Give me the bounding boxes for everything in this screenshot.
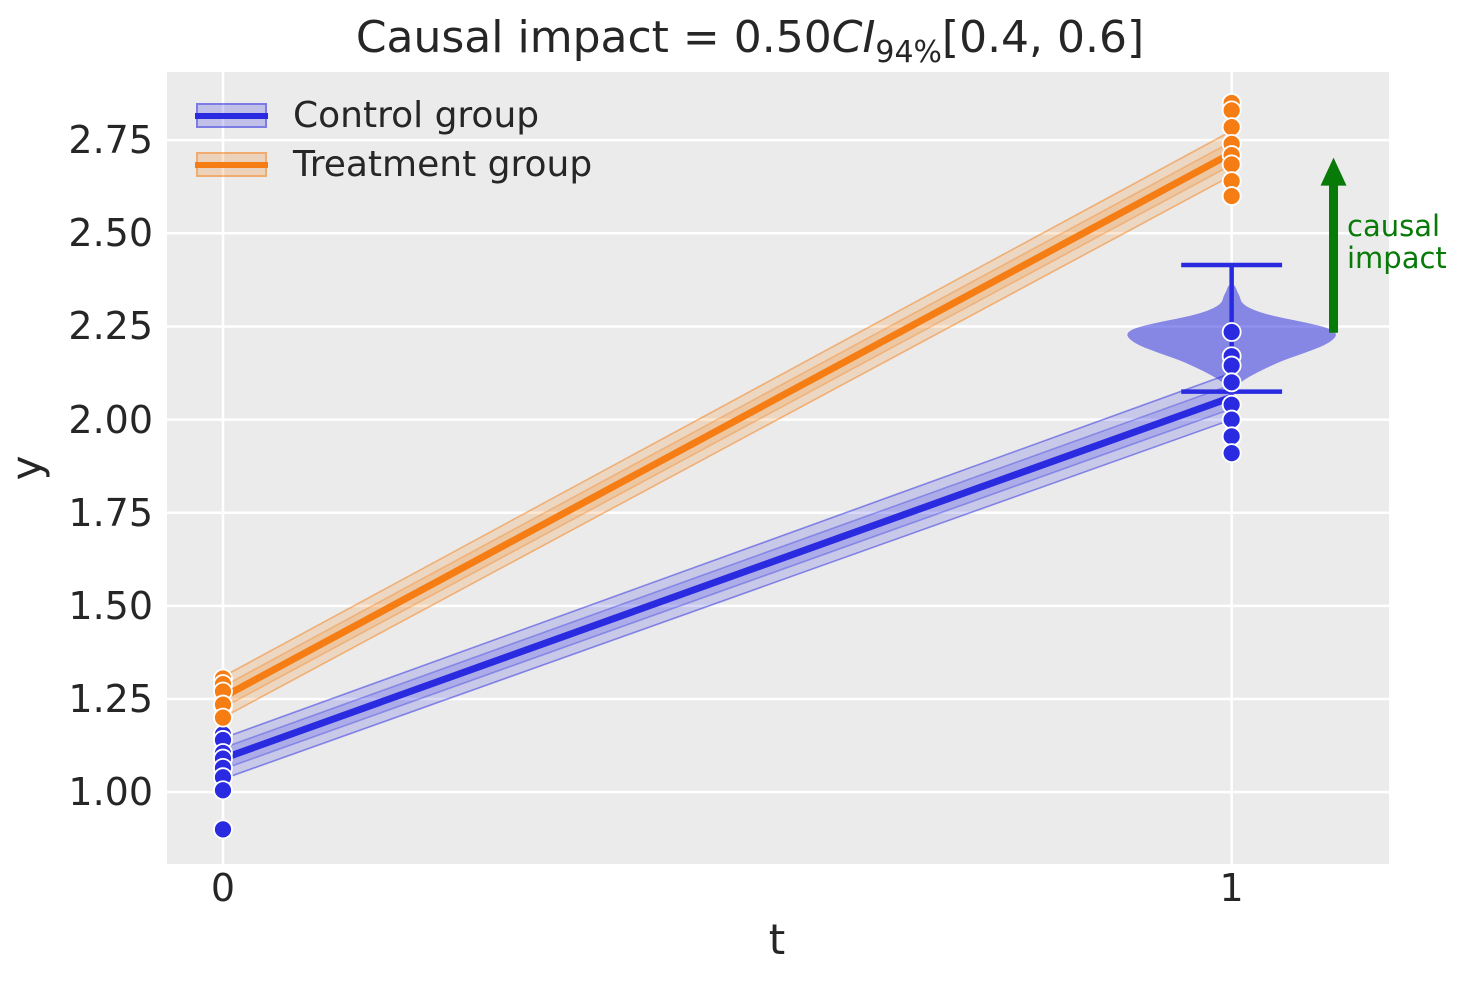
treatment-group-line-swatch xyxy=(195,161,268,168)
legend-label-control-group: Control group xyxy=(293,95,540,136)
data-point xyxy=(1221,322,1242,342)
treatment-group-band-swatch xyxy=(195,152,268,177)
y-tick-label: 2.75 xyxy=(68,118,153,163)
data-point xyxy=(1221,372,1242,393)
x-tick-label: 0 xyxy=(210,866,236,910)
chart-title: Causal impact = 0.50CI94%[0.4, 0.6] xyxy=(0,12,1463,70)
control-group-mean-line xyxy=(219,393,1236,763)
control-t1-scatter-points xyxy=(1221,322,1242,463)
plot-background xyxy=(167,72,1389,864)
title-prefix: Causal impact = 0.50 xyxy=(355,12,832,63)
annotation-line-2: impact xyxy=(1347,241,1447,275)
y-axis-label: y xyxy=(1,455,51,481)
data-point xyxy=(1221,186,1242,206)
treatment-t0-scatter-points xyxy=(213,668,233,728)
data-point xyxy=(1221,154,1242,175)
y-tick-label: 1.25 xyxy=(68,676,153,721)
y-tick-label: 1.75 xyxy=(68,490,153,535)
y-tick-label: 2.00 xyxy=(68,397,153,442)
x-axis-label: t xyxy=(768,915,786,964)
causal-impact-arrow xyxy=(1320,157,1347,333)
data-point xyxy=(1221,443,1242,463)
treatment-t1-scatter-points xyxy=(1221,93,1242,206)
data-point xyxy=(1221,355,1242,376)
legend-item-treatment-group: Treatment group xyxy=(195,144,592,185)
title-ci-term: CI xyxy=(831,12,876,63)
data-point xyxy=(1221,117,1242,138)
treatment-group-mean-line xyxy=(219,149,1236,701)
data-point xyxy=(213,819,233,840)
data-point xyxy=(213,780,233,801)
legend: Control group Treatment group xyxy=(195,95,592,201)
data-point xyxy=(213,707,233,728)
grid-lines xyxy=(167,72,1389,864)
title-interval: [0.4, 0.6] xyxy=(941,12,1145,63)
data-point xyxy=(1221,100,1242,121)
control-group-band-swatch xyxy=(195,103,268,128)
data-point xyxy=(1221,409,1242,430)
legend-label-treatment-group: Treatment group xyxy=(293,144,593,185)
control-group-line-swatch xyxy=(195,112,268,119)
y-tick-label: 2.25 xyxy=(68,304,153,349)
data-point xyxy=(1221,426,1242,447)
title-ci-subscript: 94% xyxy=(875,34,942,70)
x-tick-label: 1 xyxy=(1219,866,1244,910)
causal-impact-annotation-text: causal impact xyxy=(1347,210,1447,274)
annotation-line-1: causal xyxy=(1347,209,1441,243)
y-tick-label: 1.50 xyxy=(68,583,153,628)
y-tick-label: 1.00 xyxy=(68,770,153,815)
legend-item-control-group: Control group xyxy=(195,95,592,136)
y-tick-label: 2.50 xyxy=(68,211,153,256)
